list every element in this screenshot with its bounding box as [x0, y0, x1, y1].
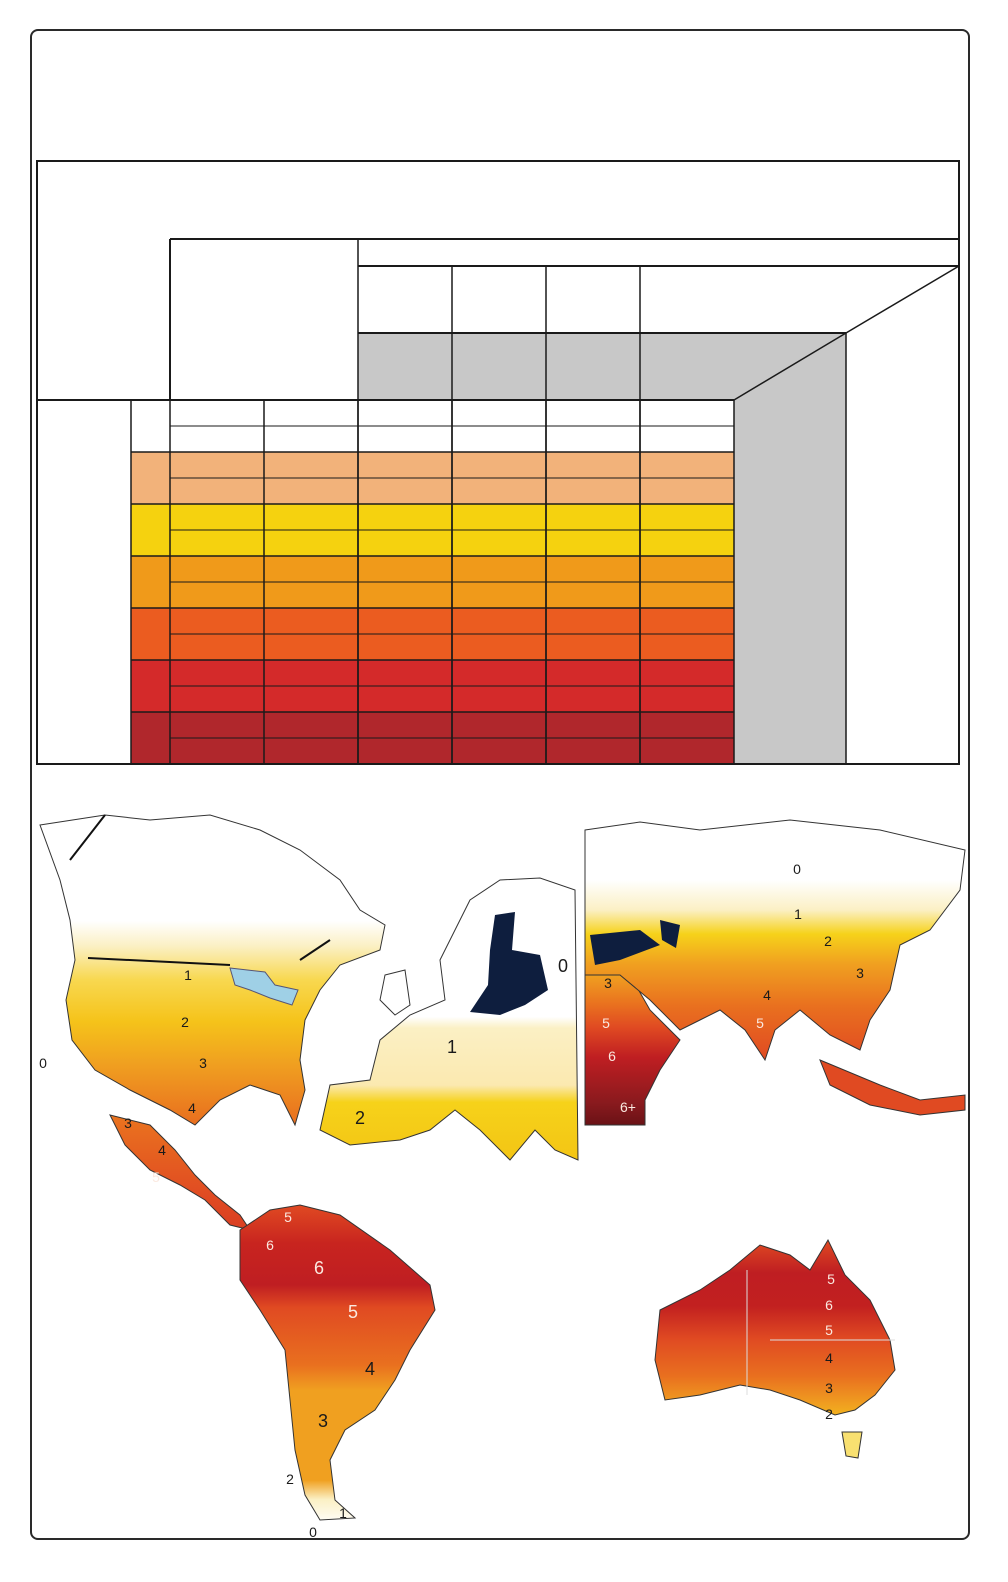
map-label: 2 — [824, 933, 832, 949]
map-label: 4 — [825, 1350, 833, 1366]
header-gray-band — [358, 333, 846, 400]
australia — [654, 1238, 896, 1459]
page-frame — [30, 29, 970, 1540]
map-label: 5 — [756, 1015, 764, 1031]
map-label: 3 — [825, 1380, 833, 1396]
map-label: 0 — [39, 1055, 47, 1071]
map-label: 6 — [608, 1048, 616, 1064]
map-label: 3 — [124, 1115, 132, 1131]
map-label: 5 — [152, 1169, 160, 1185]
map-label: 5 — [825, 1322, 833, 1338]
map-label: 1 — [339, 1505, 347, 1521]
map-label: 1 — [794, 906, 802, 922]
map-label: 0 — [309, 1524, 317, 1540]
map-label: 4 — [158, 1142, 166, 1158]
table-gridline — [733, 332, 847, 401]
map-label: 4 — [763, 987, 771, 1003]
map-label: 6 — [314, 1258, 324, 1278]
map-label: 3 — [199, 1055, 207, 1071]
map-label: 6 — [266, 1237, 274, 1253]
map-label: 3 — [604, 975, 612, 991]
north-america — [39, 814, 386, 1231]
map-label: 0 — [793, 861, 801, 877]
table-gridline — [845, 265, 960, 334]
map-label: 2 — [286, 1471, 294, 1487]
map-label: 5 — [602, 1015, 610, 1031]
map-label: 1 — [184, 967, 192, 983]
map-label: 3 — [318, 1411, 328, 1431]
zone-table — [36, 160, 960, 765]
map-label: 4 — [365, 1359, 375, 1379]
map-label: 6 — [825, 1297, 833, 1313]
map-label: 1 — [447, 1037, 457, 1057]
south-america — [239, 1204, 436, 1521]
map-label: 5 — [827, 1271, 835, 1287]
map-label: 6+ — [620, 1099, 636, 1115]
map-label: 5 — [284, 1209, 292, 1225]
baltic-sea — [470, 912, 548, 1015]
europe — [319, 877, 579, 1161]
header-gray-column — [734, 333, 846, 764]
map-label: 2 — [355, 1108, 365, 1128]
great-lakes — [229, 967, 299, 1006]
map-label: 5 — [348, 1302, 358, 1322]
map-label: 3 — [856, 965, 864, 981]
map-label: 2 — [825, 1406, 833, 1422]
map-label: 4 — [188, 1100, 196, 1116]
africa-asia — [584, 819, 966, 1126]
map-label: 2 — [181, 1014, 189, 1030]
map-label: 0 — [558, 956, 568, 976]
black-caspian-sea — [590, 920, 680, 965]
